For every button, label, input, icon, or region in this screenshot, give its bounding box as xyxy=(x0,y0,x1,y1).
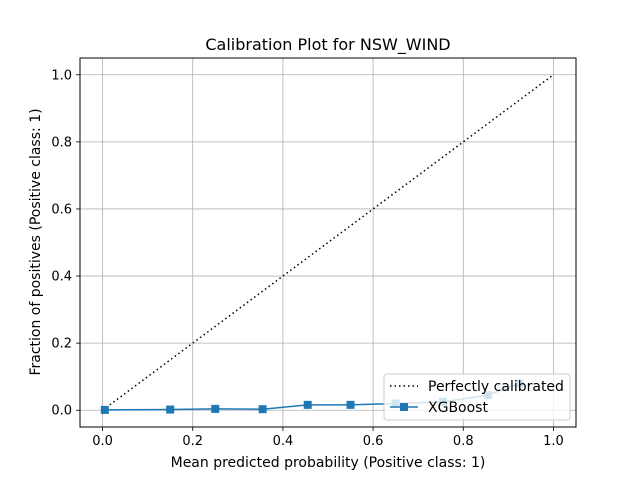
legend-box xyxy=(383,373,571,421)
y-tick-label: 0.0 xyxy=(51,404,72,419)
series-layer xyxy=(100,74,554,414)
legend-marker-xgboost xyxy=(400,403,408,411)
xgboost-point xyxy=(303,400,312,409)
perfect-calibration-line xyxy=(102,74,554,411)
xgboost-point xyxy=(166,405,175,414)
axes-frame xyxy=(79,57,577,428)
y-axis-label: Fraction of positives (Positive class: 1… xyxy=(28,108,44,375)
x-tick-label: 0.6 xyxy=(363,434,384,449)
x-tick-label: 0.8 xyxy=(453,434,474,449)
y-tick-label: 0.6 xyxy=(51,202,72,217)
y-tick-label: 0.8 xyxy=(51,135,72,150)
grid xyxy=(80,58,576,427)
xgboost-point xyxy=(100,405,109,414)
x-tick-label: 0.4 xyxy=(273,434,294,449)
x-axis-label: Mean predicted probability (Positive cla… xyxy=(171,455,486,471)
axis-ticks: 0.0 0.2 0.4 0.6 0.8 1.0 0.0 0.2 0.4 0.6 0.8 1.0 xyxy=(51,68,563,449)
legend: Perfectly calibrated XGBoost xyxy=(383,373,571,421)
legend-label-xgboost: XGBoost xyxy=(428,400,488,416)
xgboost-point xyxy=(211,404,220,413)
legend-label-perfect: Perfectly calibrated xyxy=(428,379,564,395)
y-tick-label: 0.2 xyxy=(51,337,72,352)
x-tick-label: 0.0 xyxy=(92,434,113,449)
y-tick-label: 1.0 xyxy=(51,68,72,83)
chart-title: Calibration Plot for NSW_WIND xyxy=(205,35,450,55)
x-tick-label: 0.2 xyxy=(182,434,203,449)
xgboost-point xyxy=(346,400,355,409)
y-tick-label: 0.4 xyxy=(51,270,72,285)
xgboost-point xyxy=(258,405,267,414)
x-tick-label: 1.0 xyxy=(543,434,564,449)
